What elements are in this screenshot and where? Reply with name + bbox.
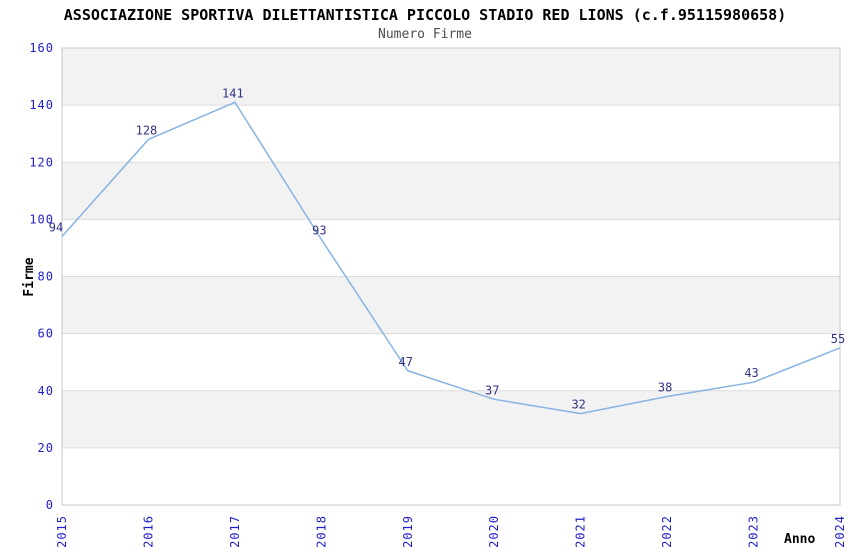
data-point-label: 47: [399, 355, 413, 369]
data-point-label: 43: [744, 366, 758, 380]
y-tick-label: 60: [38, 327, 54, 341]
y-tick-label: 0: [46, 498, 54, 512]
x-tick-label: 2016: [141, 515, 155, 548]
x-tick-label: 2019: [401, 515, 415, 548]
y-tick-label: 160: [29, 41, 54, 55]
data-point-label: 141: [222, 86, 244, 100]
chart-subtitle: Numero Firme: [378, 27, 472, 42]
data-point-label: 32: [571, 398, 585, 412]
data-point-label: 38: [658, 380, 672, 394]
x-tick-label: 2018: [314, 515, 328, 548]
x-tick-label: 2021: [574, 515, 588, 548]
x-tick-label: 2015: [55, 515, 69, 548]
y-tick-label: 20: [38, 441, 54, 455]
plot-band: [62, 390, 840, 448]
x-tick-label: 2020: [487, 515, 501, 548]
data-point-label: 93: [312, 223, 326, 237]
chart-title: ASSOCIAZIONE SPORTIVA DILETTANTISTICA PI…: [63, 6, 787, 24]
y-tick-label: 40: [38, 384, 54, 398]
data-point-label: 94: [49, 221, 63, 235]
data-point-label: 37: [485, 383, 499, 397]
x-tick-label: 2022: [660, 515, 674, 548]
x-tick-label: 2023: [747, 515, 761, 548]
plot-border: [61, 47, 841, 506]
y-tick-label: 120: [29, 155, 54, 169]
plot-band: [62, 333, 840, 391]
plot-band: [62, 162, 840, 220]
y-tick-label: 100: [29, 212, 54, 226]
plot-band: [62, 276, 840, 334]
x-tick-label: 2017: [228, 515, 242, 548]
plot-band: [62, 447, 840, 505]
plot-band: [62, 48, 840, 106]
plot-band: [62, 219, 840, 277]
y-tick-label: 140: [29, 98, 54, 112]
data-point-label: 55: [831, 332, 845, 346]
plot-band: [62, 105, 840, 163]
data-line: [61, 101, 841, 415]
data-point-label: 128: [136, 123, 158, 137]
x-tick-label: 2024: [833, 515, 847, 548]
y-tick-label: 80: [38, 270, 54, 284]
x-axis-label: Anno: [784, 532, 816, 547]
